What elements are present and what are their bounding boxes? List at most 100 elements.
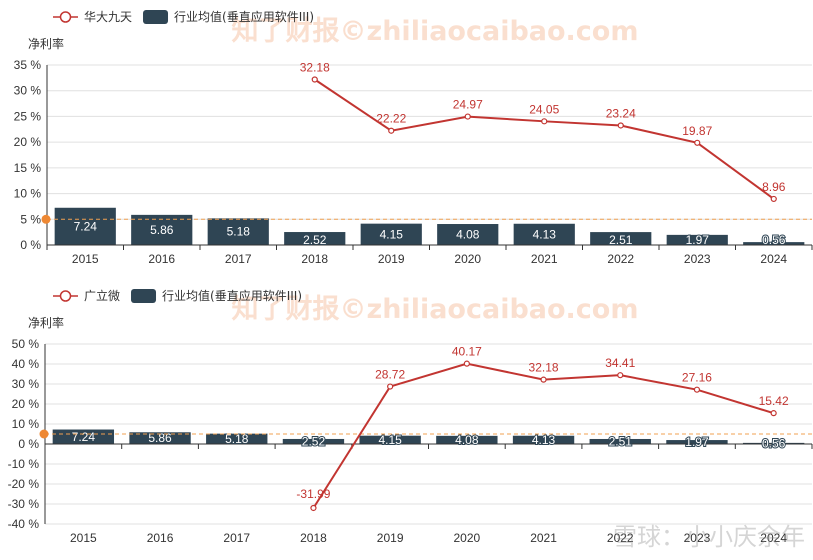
x-tick-label: 2021 (530, 531, 557, 545)
bar-value-label: 2.51 (609, 233, 633, 247)
y-tick-label: -20 % (8, 477, 40, 491)
line-point-2019 (388, 127, 395, 134)
reference-marker (41, 214, 51, 224)
x-tick-label: 2017 (225, 252, 252, 266)
bar-value-label: 0.56 (762, 233, 786, 247)
legend-bar-swatch (143, 10, 169, 24)
bar-2017 (207, 218, 269, 245)
bar-value-label: 1.97 (685, 435, 709, 449)
line-value-label: 32.18 (529, 361, 559, 375)
bar-value-label: 5.86 (148, 431, 172, 445)
y-tick-label: 0 % (20, 238, 41, 252)
bar-value-label: 5.18 (227, 225, 251, 239)
bar-value-label: 5.86 (150, 223, 174, 237)
line-value-label: 27.16 (682, 371, 712, 385)
line-point-2018 (310, 504, 317, 512)
line-point-2022 (617, 372, 624, 379)
x-tick-label: 2019 (377, 531, 404, 545)
line-value-label: 24.97 (453, 98, 483, 112)
reference-marker (39, 429, 49, 439)
line-point-2023 (693, 386, 701, 393)
watermark-text: 知了财报©zhiliaocaibao.com (232, 294, 639, 325)
bar-value-label: 4.08 (455, 433, 479, 447)
line-value-label: 23.24 (606, 106, 636, 120)
company-line (314, 78, 775, 200)
line-value-label: 24.05 (529, 102, 559, 116)
bar-2018 (282, 438, 345, 444)
line-point-2020 (463, 360, 470, 367)
y-tick-label: 50 % (12, 337, 40, 351)
line-value-label: 40.17 (452, 345, 482, 359)
line-point-2020 (464, 113, 471, 120)
line-point-2023 (694, 139, 701, 146)
legend-line-marker (59, 290, 72, 302)
line-point-2024 (770, 195, 777, 203)
bar-value-label: 4.15 (380, 227, 404, 241)
legend-label-company: 华大九天 (84, 10, 132, 24)
y-axis-title: 净利率 (28, 315, 64, 330)
y-tick-label: 10 % (12, 417, 40, 431)
line-value-label: 34.41 (605, 356, 635, 370)
y-tick-label: 10 % (14, 187, 42, 201)
line-point-2022 (617, 122, 624, 129)
legend-label-industry: 行业均值(垂直应用软件III) (174, 9, 314, 24)
footer-watermark: 雪球：小小庆余年 (613, 523, 805, 551)
line-value-label: 28.72 (375, 368, 405, 382)
line-value-label: -31.99 (296, 487, 330, 501)
x-tick-label: 2023 (684, 531, 711, 545)
bar-value-label: 2.52 (303, 233, 327, 247)
bar-value-label: 2.51 (609, 434, 633, 448)
y-axis-title: 净利率 (28, 36, 64, 51)
y-tick-label: 35 % (14, 58, 42, 72)
x-tick-label: 2022 (607, 252, 634, 266)
bar-value-label: 4.15 (378, 433, 402, 447)
y-tick-label: 15 % (14, 161, 42, 175)
y-tick-label: 20 % (14, 135, 42, 149)
line-point-2021 (541, 118, 548, 125)
bar-value-label: 5.18 (225, 432, 249, 446)
bar-2021 (512, 435, 575, 444)
x-tick-label: 2020 (453, 531, 480, 545)
legend-bar-swatch (131, 289, 157, 303)
x-tick-label: 2017 (223, 531, 250, 545)
line-point-2019 (387, 383, 394, 390)
y-tick-label: -10 % (8, 457, 40, 471)
bar-value-label: 0.56 (762, 436, 786, 450)
chart-panel-2: 知了财报©zhiliaocaibao.com 广立微 行业均值(垂直应用软件III)… (8, 288, 813, 545)
bar-value-label: 2.52 (302, 434, 326, 448)
bar-2016 (129, 432, 191, 444)
x-tick-label: 2015 (72, 252, 99, 266)
x-tick-label: 2021 (531, 252, 558, 266)
line-value-label: 22.22 (376, 112, 406, 126)
bar-2019 (360, 223, 422, 245)
x-tick-label: 2016 (148, 252, 175, 266)
y-tick-label: -40 % (8, 517, 40, 531)
x-tick-label: 2022 (607, 531, 634, 545)
x-tick-label: 2024 (760, 531, 787, 545)
line-point-2024 (770, 410, 777, 417)
bar-value-label: 4.13 (533, 227, 557, 241)
y-tick-label: 30 % (12, 377, 40, 391)
chart-panel-1: 知了财报©zhiliaocaibao.com 华大九天 行业均值(垂直应用软件III… (14, 9, 813, 266)
x-tick-label: 2018 (301, 252, 328, 266)
line-value-label: 32.18 (300, 61, 330, 75)
bar-2019 (359, 435, 421, 444)
x-tick-label: 2024 (760, 252, 787, 266)
bar-2018 (284, 232, 346, 245)
x-tick-label: 2015 (70, 531, 97, 545)
bar-value-label: 1.97 (686, 233, 710, 247)
y-tick-label: 0 % (18, 437, 39, 451)
bar-value-label: 7.24 (72, 430, 96, 444)
x-tick-label: 2016 (147, 531, 174, 545)
bar-2020 (437, 224, 499, 245)
bar-2024 (742, 442, 805, 444)
bar-2023 (666, 234, 728, 245)
bar-2017 (206, 433, 268, 444)
y-tick-label: 20 % (12, 397, 40, 411)
bar-2022 (590, 232, 652, 245)
y-tick-label: 30 % (14, 84, 42, 98)
line-value-label: 15.42 (759, 394, 789, 408)
x-tick-label: 2019 (378, 252, 405, 266)
legend-label-industry: 行业均值(垂直应用软件III) (162, 288, 302, 303)
